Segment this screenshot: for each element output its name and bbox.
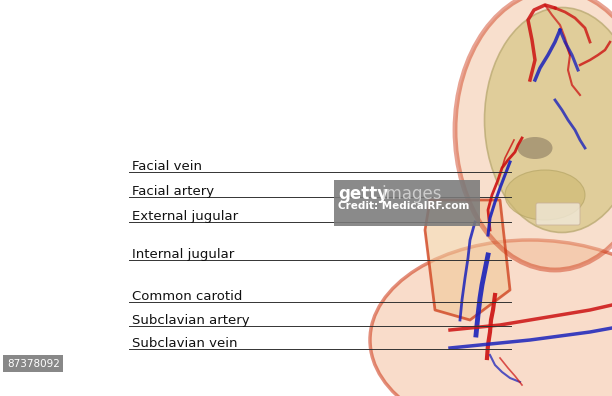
Text: External jugular: External jugular — [132, 210, 237, 223]
Ellipse shape — [455, 0, 612, 270]
Ellipse shape — [370, 240, 612, 396]
Text: Subclavian artery: Subclavian artery — [132, 314, 249, 327]
Ellipse shape — [505, 170, 585, 220]
Bar — [334, 180, 480, 226]
Text: images: images — [382, 185, 442, 203]
Text: Subclavian vein: Subclavian vein — [132, 337, 237, 350]
Text: Facial artery: Facial artery — [132, 185, 214, 198]
FancyBboxPatch shape — [536, 203, 580, 225]
Ellipse shape — [485, 8, 612, 232]
Text: Common carotid: Common carotid — [132, 290, 242, 303]
Text: getty: getty — [338, 185, 388, 203]
Text: 87378092: 87378092 — [7, 359, 60, 369]
Polygon shape — [425, 200, 510, 320]
Ellipse shape — [518, 137, 553, 159]
Text: Credit: MedicalRF.com: Credit: MedicalRF.com — [338, 201, 469, 211]
Text: Internal jugular: Internal jugular — [132, 248, 234, 261]
Text: Facial vein: Facial vein — [132, 160, 201, 173]
